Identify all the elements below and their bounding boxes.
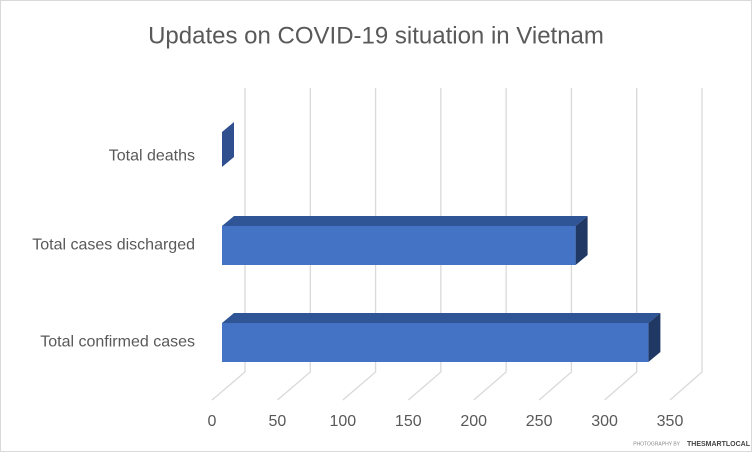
- bar: [222, 122, 234, 167]
- grid-line: [538, 88, 573, 401]
- watermark: PHOTOGRAPHY BY: [633, 441, 680, 447]
- bar-face: [222, 216, 588, 226]
- x-tick-label: 100: [330, 413, 357, 430]
- bar: [222, 216, 588, 265]
- watermark: THESMARTLOCAL: [687, 441, 751, 448]
- grid-line: [277, 88, 311, 401]
- x-tick-label: 50: [269, 413, 287, 430]
- grid-line: [473, 88, 507, 401]
- bar-face: [222, 226, 576, 265]
- grid-line: [211, 88, 246, 401]
- x-tick-label: 250: [526, 413, 553, 430]
- bar: [222, 313, 661, 362]
- x-tick-label: 200: [460, 413, 487, 430]
- bar-face: [222, 313, 661, 323]
- category-label: Total cases discharged: [32, 237, 195, 254]
- bar-face: [575, 216, 588, 265]
- category-label: Total deaths: [109, 148, 195, 165]
- bar-face: [222, 122, 234, 167]
- grid-line: [407, 88, 442, 401]
- x-tick-label: 0: [208, 413, 217, 430]
- grid-line: [669, 88, 703, 401]
- x-tick-label: 350: [657, 413, 684, 430]
- grid-line: [342, 88, 377, 401]
- x-tick-label: 150: [395, 413, 422, 430]
- x-tick-label: 300: [591, 413, 618, 430]
- category-label: Total confirmed cases: [40, 334, 195, 351]
- bar-face: [648, 313, 661, 362]
- bar-face: [222, 323, 649, 362]
- grid-line: [604, 88, 638, 401]
- chart-title: Updates on COVID-19 situation in Vietnam: [148, 22, 604, 49]
